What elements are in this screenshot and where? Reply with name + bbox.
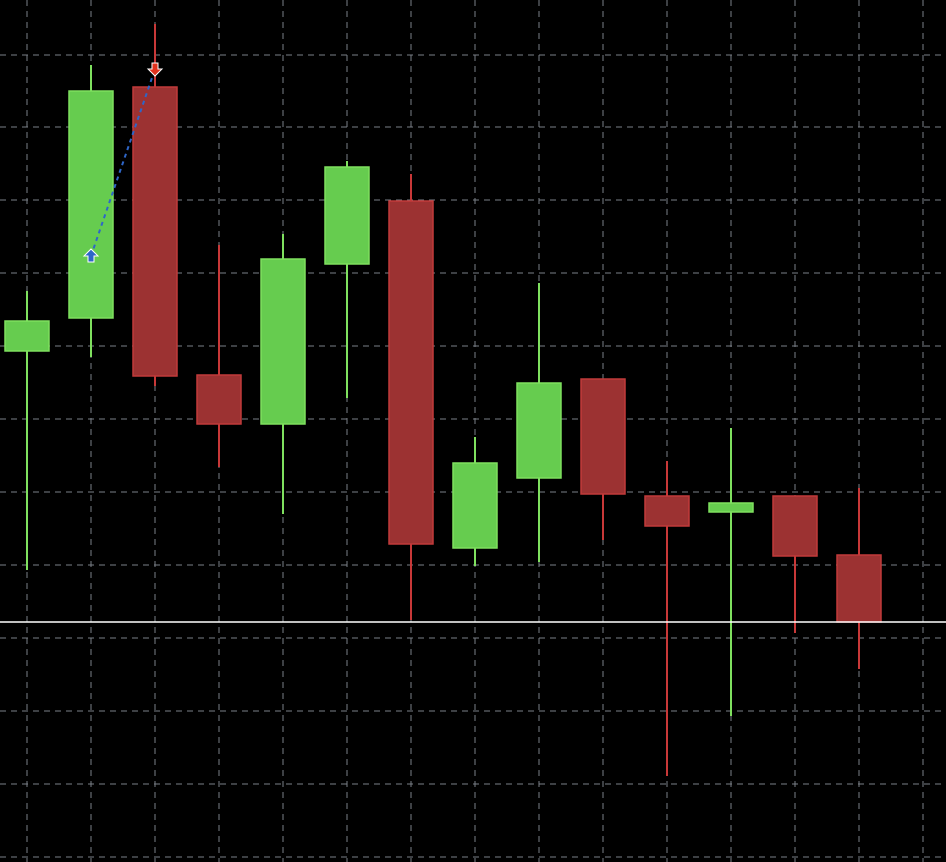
candle-body-0 bbox=[4, 320, 50, 352]
candle-body-8 bbox=[516, 382, 562, 479]
candle-body-9 bbox=[580, 378, 626, 495]
candle-body-3 bbox=[196, 374, 242, 425]
candle-4 bbox=[260, 234, 306, 514]
trade-connector-line bbox=[90, 68, 156, 257]
candle-12 bbox=[772, 495, 818, 633]
candle-body-2 bbox=[132, 86, 178, 377]
candle-13 bbox=[836, 488, 882, 669]
candle-body-12 bbox=[772, 495, 818, 557]
candles-group bbox=[4, 24, 882, 776]
candle-body-7 bbox=[452, 462, 498, 549]
candle-body-11 bbox=[708, 502, 754, 513]
sell-arrow-icon[interactable] bbox=[146, 62, 164, 77]
candle-8 bbox=[516, 283, 562, 562]
trade-markers-group bbox=[82, 62, 164, 263]
candle-body-5 bbox=[324, 166, 370, 265]
candle-body-13 bbox=[836, 554, 882, 623]
candle-3 bbox=[196, 245, 242, 467]
candle-body-4 bbox=[260, 258, 306, 425]
candle-9 bbox=[580, 378, 626, 540]
candle-7 bbox=[452, 437, 498, 566]
candle-11 bbox=[708, 428, 754, 716]
candle-0 bbox=[4, 291, 50, 570]
candle-2 bbox=[132, 24, 178, 386]
buy-arrow-icon[interactable] bbox=[82, 248, 100, 263]
candle-10 bbox=[644, 461, 690, 776]
candle-6 bbox=[388, 174, 434, 620]
candle-1 bbox=[68, 65, 114, 357]
candle-body-10 bbox=[644, 495, 690, 527]
candle-body-1 bbox=[68, 90, 114, 319]
candle-5 bbox=[324, 161, 370, 398]
candle-body-6 bbox=[388, 200, 434, 545]
